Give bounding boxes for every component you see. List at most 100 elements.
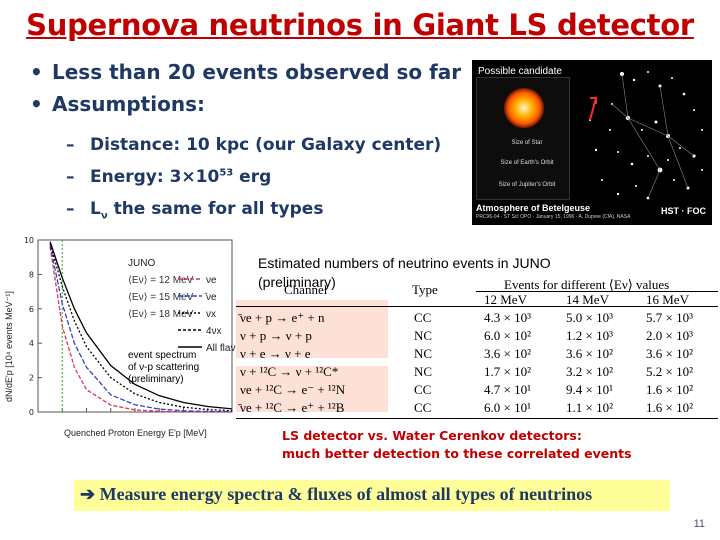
conclusion-text: ➔ Measure energy spectra & fluxes of alm… [80, 484, 593, 504]
cell-type: CC [414, 400, 432, 415]
bullet-item: • Less than 20 events observed so far [30, 60, 462, 84]
legend-entry: ⟨Eν⟩ = 18 MeV νx [128, 309, 216, 320]
assumption-luminosity: – Lν the same for all types [66, 199, 324, 222]
cell-channel: ν + p → ν + p [240, 328, 312, 343]
cell-count: 3.6 × 10² [484, 346, 531, 361]
series-line [49, 246, 232, 413]
legend-swatch [178, 295, 202, 297]
table-row: ν + e → ν + e NC 3.6 × 10² 3.6 × 10² 3.6 × 1… [236, 346, 718, 364]
col-e1: 12 MeV [484, 292, 527, 307]
x-tick-label: 0.2 [56, 416, 69, 417]
x-tick-label: 0.6 [104, 416, 117, 417]
legend-swatch [178, 329, 202, 331]
y-tick-label: 6 [29, 305, 34, 314]
bullet-item: • Assumptions: [30, 92, 205, 116]
x-tick-label: 0 [35, 416, 40, 417]
cell-count: 2.0 × 10³ [646, 328, 693, 343]
cell-type: NC [414, 328, 433, 343]
col-e3: 16 MeV [646, 292, 689, 307]
assumption-energy: – Energy: 3×1053 erg [66, 167, 272, 187]
x-tick-label: 1.2 [177, 416, 190, 417]
legend-entry: ⟨Eν⟩ = 15 MeV̄νe [128, 292, 217, 303]
series-line [49, 241, 233, 410]
table-row: ν + ¹²C → ν + ¹²C* NC 1.7 × 10² 3.2 × 10² 5.… [236, 364, 718, 382]
cell-channel: ̄νe + p → e⁺ + n [240, 310, 325, 325]
constellation-starfield [589, 71, 703, 200]
cell-count: 4.7 × 10¹ [484, 382, 531, 397]
y-tick-label: 0 [29, 408, 34, 417]
cell-count: 1.6 × 10² [646, 400, 693, 415]
x-tick-label: 1.6 [226, 416, 238, 417]
table-row: νe + ¹²C → e⁻ + ¹²N CC 4.7 × 10¹ 9.4 × 10¹ 1… [236, 382, 718, 400]
event-spectrum-label: event spectrum of ν-p scattering (prelim… [128, 350, 200, 385]
series-line [49, 243, 233, 412]
cell-count: 5.7 × 10³ [646, 310, 693, 325]
y-tick-label: 10 [24, 236, 34, 245]
cell-count: 6.0 × 10¹ [484, 400, 531, 415]
cell-count: 9.4 × 10¹ [566, 382, 613, 397]
cell-type: CC [414, 382, 432, 397]
cell-count: 3.2 × 10² [566, 364, 613, 379]
cell-count: 3.6 × 10² [646, 346, 693, 361]
y-tick-label: 8 [29, 270, 34, 279]
cell-channel: ν + ¹²C → ν + ¹²C* [240, 364, 339, 379]
candidate-arrow [589, 97, 597, 121]
table-row: ̄νe + p → e⁺ + n CC 4.3 × 10³ 5.0 × 10³ 5.7 … [236, 310, 718, 328]
conclusion-box: ➔ Measure energy spectra & fluxes of alm… [74, 480, 670, 511]
spectrum-plot: 0 2 4 6 8 10 0 0.2 0.4 0.6 0.8 1 1.2 1.4 1.6 [24, 236, 238, 417]
cell-channel: ν + e → ν + e [240, 346, 311, 361]
series-line [49, 245, 233, 413]
slide-title: Supernova neutrinos in Giant LS detector [26, 8, 694, 42]
star-disk [504, 88, 544, 128]
highlight-carbon [236, 366, 388, 412]
col-e2: 14 MeV [566, 292, 609, 307]
highlight-cc-nc [236, 300, 388, 358]
legend-entry: All flavors [128, 343, 249, 360]
table-row: ν + p → ν + p NC 6.0 × 10² 1.2 × 10³ 2.0 × 1… [236, 328, 718, 346]
x-tick-label: 0.8 [129, 416, 142, 417]
legend-entry: ⟨Eν⟩ = 12 MeV νe [128, 275, 217, 286]
cell-count: 5.0 × 10³ [566, 310, 613, 325]
y-tick-label: 4 [29, 339, 34, 348]
cell-type: CC [414, 310, 432, 325]
betelgeuse-photo: Size of Star Size of Earth's Orbit Size … [476, 77, 570, 200]
event-table: Channel Type Events for different ⟨Eν⟩ v… [236, 276, 718, 419]
legend-title: JUNO [128, 258, 156, 269]
col-channel: Channel [284, 282, 328, 297]
x-tick-label: 1.4 [201, 416, 214, 417]
col-group: Events for different ⟨Eν⟩ values [504, 277, 670, 292]
table-row: ̄νe + ¹²C → e⁺ + ¹²B CC 6.0 × 10¹ 1.1 × 10²… [236, 400, 718, 418]
x-tick-label: 0.4 [80, 416, 93, 417]
spectrum-legend: JUNO ⟨Eν⟩ = 12 MeV νe ⟨Eν⟩ = 15 MeV̄νe ⟨Eν⟩ … [128, 258, 249, 360]
legend-entry: 4νx [128, 326, 249, 343]
assumption-list: – Distance: 10 kpc (our Galaxy center) – E… [66, 135, 441, 231]
betelgeuse-credit-line: PRC96-04 · ST ScI OPO · January 15, 1996… [476, 214, 631, 220]
estimates-title: Estimated numbers of neutrino events in … [258, 255, 551, 290]
cell-channel: νe + ¹²C → e⁻ + ¹²N [240, 382, 346, 397]
x-axis-label: Quenched Proton Energy E'p [MeV] [64, 428, 207, 438]
y-tick-label: 2 [29, 374, 34, 383]
cell-count: 3.6 × 10² [566, 346, 613, 361]
cell-count: 5.2 × 10² [646, 364, 693, 379]
page-number: 11 [693, 518, 705, 530]
assumption-distance: – Distance: 10 kpc (our Galaxy center) [66, 135, 442, 155]
betelgeuse-caption: Atmosphere of Betelgeuse [476, 203, 591, 213]
candidate-label: Possible candidate [478, 66, 562, 77]
spectrum-chart: dN/dE'p [10⁴ events MeV⁻¹] 024681000.20.… [2, 232, 238, 440]
bullet-list: • Less than 20 events observed so far • As… [30, 60, 461, 124]
x-tick-label: 1 [157, 416, 162, 417]
ls-detector-note: LS detector vs. Water Cerenkov detectors… [282, 428, 632, 461]
cell-channel: ̄νe + ¹²C → e⁺ + ¹²B [240, 400, 345, 415]
cell-count: 1.1 × 10² [566, 400, 613, 415]
betelgeuse-image: Size of Star Size of Earth's Orbit Size … [472, 60, 712, 225]
cell-type: NC [414, 346, 433, 361]
hst-credit: HST · FOC [661, 206, 706, 216]
col-type: Type [412, 282, 438, 297]
legend-swatch [178, 346, 202, 348]
cell-count: 4.3 × 10³ [484, 310, 531, 325]
cell-count: 1.7 × 10² [484, 364, 531, 379]
cell-count: 1.2 × 10³ [566, 328, 613, 343]
cell-count: 6.0 × 10² [484, 328, 531, 343]
cell-type: NC [414, 364, 433, 379]
legend-swatch [178, 312, 202, 314]
